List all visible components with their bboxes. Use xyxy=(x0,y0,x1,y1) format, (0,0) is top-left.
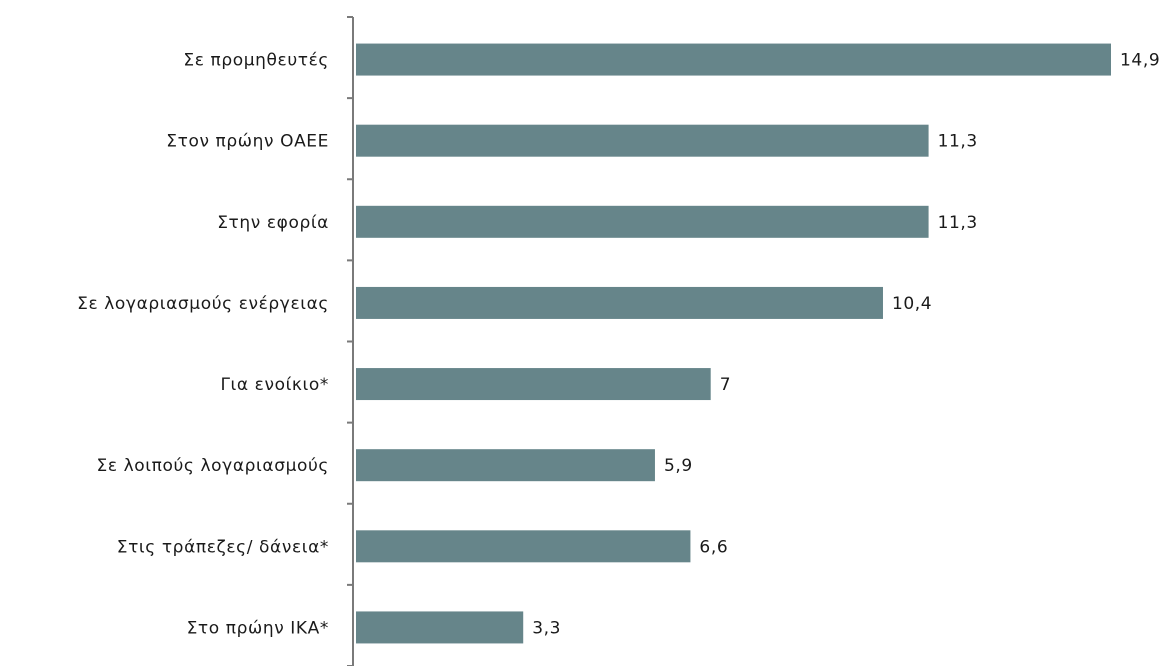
category-label: Στον πρώην ΟΑΕΕ xyxy=(166,132,329,152)
category-label: Στο πρώην ΙΚΑ* xyxy=(187,618,329,638)
bar xyxy=(356,43,1111,76)
bar xyxy=(356,205,929,238)
value-label: 6,6 xyxy=(699,537,728,557)
category-label: Στις τράπεζες/ δάνεια* xyxy=(117,537,329,557)
category-label: Σε προμηθευτές xyxy=(183,51,329,71)
bar xyxy=(356,449,655,482)
bar xyxy=(356,530,691,563)
bar xyxy=(356,611,524,644)
category-label: Στην εφορία xyxy=(217,213,329,233)
bar xyxy=(356,286,883,319)
bar xyxy=(356,368,711,401)
category-label: Σε λογαριασμούς ενέργειας xyxy=(77,294,329,314)
bar xyxy=(356,124,929,157)
value-label: 7 xyxy=(720,375,731,395)
category-label: Σε λοιπούς λογαριασμούς xyxy=(97,456,329,476)
value-label: 11,3 xyxy=(938,213,978,233)
value-label: 3,3 xyxy=(532,618,561,638)
value-label: 5,9 xyxy=(664,456,693,476)
value-label: 14,9 xyxy=(1120,51,1160,71)
value-label: 10,4 xyxy=(892,294,932,314)
value-label: 11,3 xyxy=(938,132,978,152)
category-label: Για ενοίκιο* xyxy=(220,375,329,395)
